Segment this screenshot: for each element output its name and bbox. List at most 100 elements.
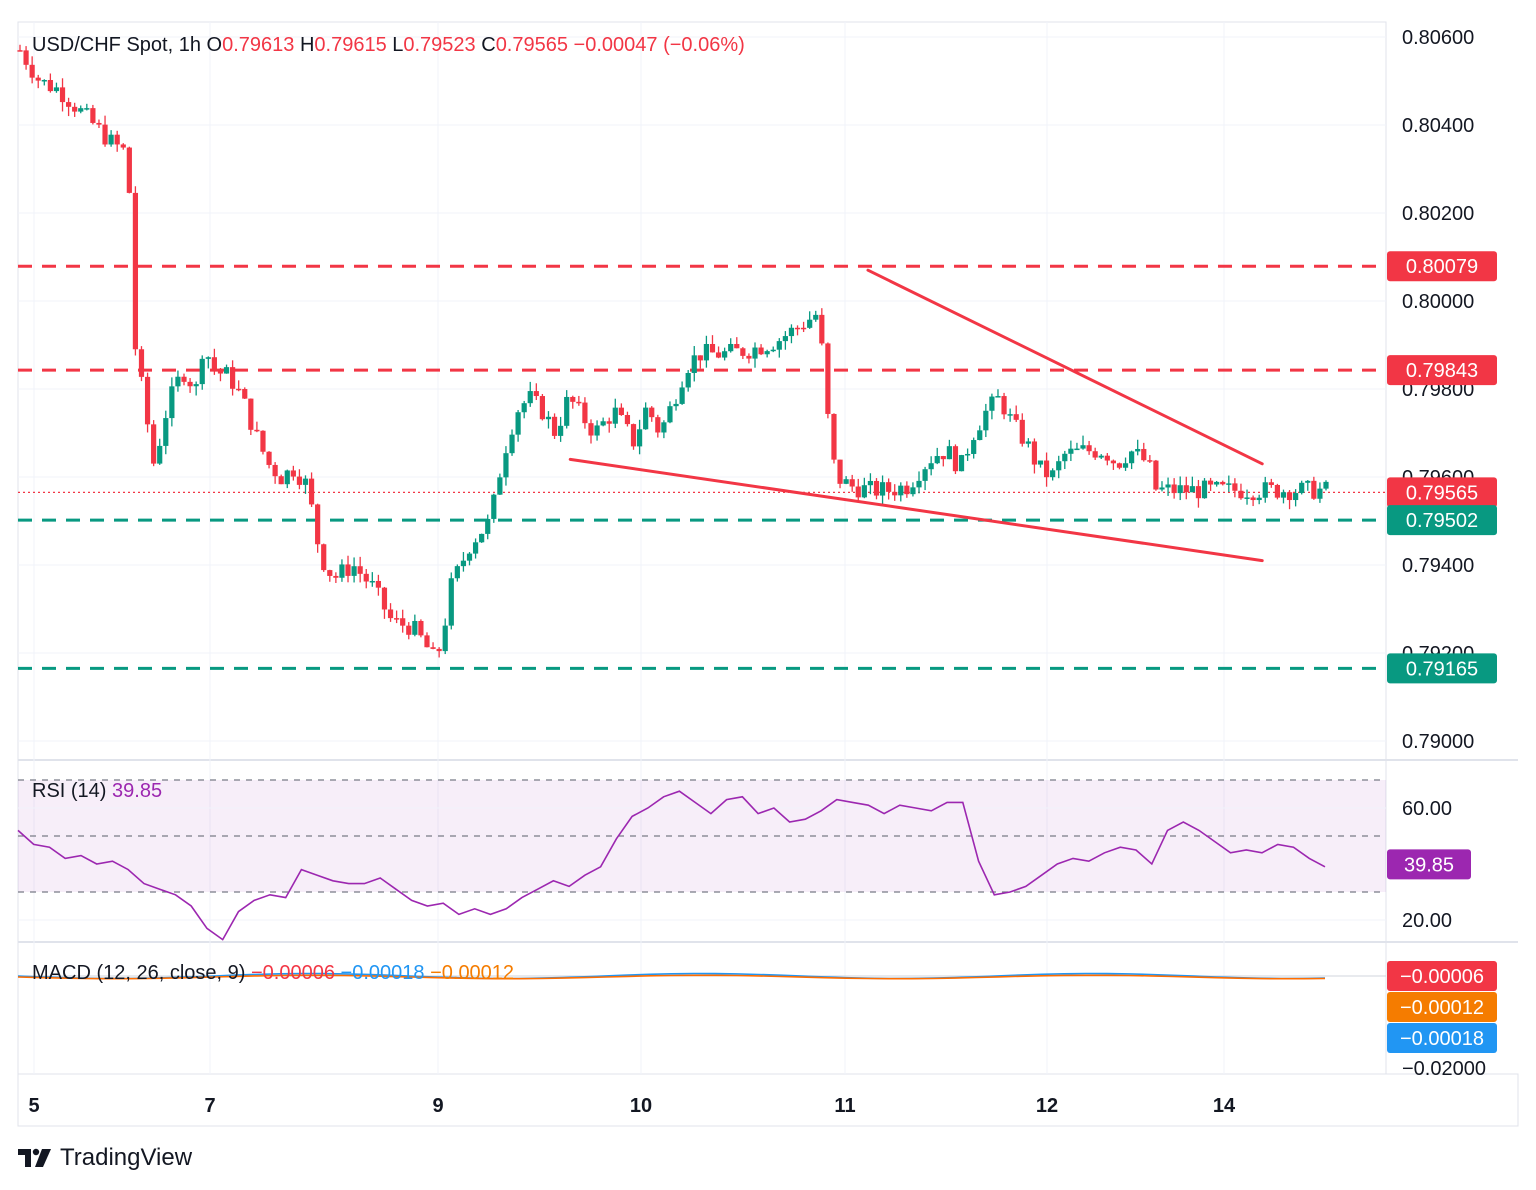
- candle-body[interactable]: [284, 470, 290, 485]
- candle-body[interactable]: [418, 620, 424, 636]
- candle-body[interactable]: [746, 355, 752, 359]
- candle-body[interactable]: [1226, 483, 1232, 485]
- candle-body[interactable]: [266, 451, 272, 465]
- candle-body[interactable]: [406, 625, 412, 635]
- candle-body[interactable]: [1122, 463, 1129, 468]
- candle-body[interactable]: [691, 355, 697, 374]
- candle-body[interactable]: [728, 343, 734, 352]
- candle-body[interactable]: [570, 396, 576, 402]
- candle-body[interactable]: [1195, 486, 1202, 499]
- candle-body[interactable]: [1056, 461, 1062, 471]
- candle-body[interactable]: [181, 376, 187, 382]
- candle-body[interactable]: [375, 580, 381, 588]
- candle-body[interactable]: [612, 407, 618, 424]
- candle-body[interactable]: [1250, 497, 1256, 501]
- candle-body[interactable]: [1214, 481, 1220, 485]
- candle-body[interactable]: [223, 367, 230, 374]
- candle-body[interactable]: [521, 403, 527, 413]
- candle-body[interactable]: [339, 564, 345, 578]
- candle-body[interactable]: [114, 134, 120, 145]
- candle-body[interactable]: [175, 376, 181, 387]
- candle-body[interactable]: [491, 494, 497, 519]
- candle-body[interactable]: [78, 108, 84, 112]
- candle-body[interactable]: [533, 391, 539, 397]
- candle-body[interactable]: [503, 453, 509, 478]
- candle-body[interactable]: [1220, 481, 1226, 485]
- candle-body[interactable]: [1189, 486, 1195, 493]
- candle-body[interactable]: [84, 108, 90, 110]
- candle-body[interactable]: [1293, 493, 1299, 501]
- candle-body[interactable]: [169, 386, 175, 419]
- candle-body[interactable]: [321, 544, 327, 571]
- candle-body[interactable]: [1171, 484, 1177, 494]
- candle-body[interactable]: [65, 102, 72, 107]
- symbol-title[interactable]: USD/CHF Spot, 1h: [32, 34, 201, 56]
- candle-body[interactable]: [1262, 482, 1268, 498]
- candle-body[interactable]: [1207, 480, 1214, 485]
- candle-body[interactable]: [199, 358, 205, 385]
- candle-body[interactable]: [260, 430, 266, 452]
- candle-body[interactable]: [1080, 445, 1086, 449]
- candle-body[interactable]: [17, 50, 23, 52]
- candle-body[interactable]: [460, 560, 467, 567]
- candle-body[interactable]: [308, 478, 315, 505]
- candle-body[interactable]: [916, 480, 922, 488]
- candle-body[interactable]: [764, 351, 770, 355]
- candle-body[interactable]: [96, 122, 102, 125]
- candle-body[interactable]: [29, 64, 35, 78]
- candle-body[interactable]: [1159, 487, 1165, 490]
- candle-body[interactable]: [72, 106, 78, 112]
- candle-body[interactable]: [606, 421, 612, 424]
- candle-body[interactable]: [594, 425, 600, 436]
- candle-body[interactable]: [1098, 455, 1104, 458]
- candle-body[interactable]: [1165, 484, 1171, 488]
- candle-body[interactable]: [1280, 492, 1287, 498]
- candle-body[interactable]: [527, 391, 533, 404]
- candle-body[interactable]: [898, 485, 904, 496]
- candle-body[interactable]: [1025, 441, 1031, 444]
- candle-body[interactable]: [946, 446, 952, 460]
- candle-body[interactable]: [1129, 451, 1135, 464]
- candle-body[interactable]: [1201, 480, 1208, 499]
- candle-body[interactable]: [1238, 490, 1244, 499]
- candle-body[interactable]: [236, 388, 242, 391]
- candle-body[interactable]: [630, 424, 637, 447]
- candle-body[interactable]: [1268, 482, 1274, 485]
- tradingview-logo[interactable]: TradingView: [18, 1144, 192, 1172]
- candle-body[interactable]: [709, 344, 716, 353]
- candle-body[interactable]: [1141, 448, 1147, 461]
- candle-body[interactable]: [600, 421, 606, 426]
- candle-body[interactable]: [867, 480, 874, 486]
- candle-body[interactable]: [813, 314, 819, 320]
- candle-body[interactable]: [230, 367, 236, 389]
- candle-body[interactable]: [59, 87, 66, 103]
- candle-body[interactable]: [1068, 448, 1074, 454]
- candle-body[interactable]: [776, 341, 782, 350]
- candle-body[interactable]: [1092, 451, 1098, 458]
- candle-body[interactable]: [551, 416, 558, 436]
- candle-body[interactable]: [41, 79, 47, 82]
- candle-body[interactable]: [430, 647, 436, 649]
- candle-body[interactable]: [1013, 414, 1019, 420]
- trendline[interactable]: [866, 268, 1264, 466]
- candle-body[interactable]: [163, 418, 169, 446]
- candle-body[interactable]: [740, 348, 746, 356]
- candle-body[interactable]: [472, 542, 479, 554]
- candle-body[interactable]: [248, 398, 254, 430]
- signal-line[interactable]: [17, 974, 1326, 980]
- candle-body[interactable]: [1153, 460, 1159, 490]
- candle-body[interactable]: [193, 384, 199, 387]
- candle-body[interactable]: [843, 479, 849, 484]
- candle-body[interactable]: [1274, 484, 1281, 498]
- candle-body[interactable]: [965, 453, 971, 456]
- candle-body[interactable]: [1031, 441, 1038, 465]
- candle-body[interactable]: [801, 327, 807, 330]
- candle-body[interactable]: [120, 144, 126, 148]
- candle-body[interactable]: [454, 566, 460, 579]
- candle-body[interactable]: [922, 469, 928, 481]
- candle-body[interactable]: [90, 108, 96, 123]
- candle-body[interactable]: [819, 314, 825, 344]
- candle-body[interactable]: [588, 423, 594, 436]
- candle-body[interactable]: [47, 79, 53, 92]
- candle-body[interactable]: [369, 580, 375, 583]
